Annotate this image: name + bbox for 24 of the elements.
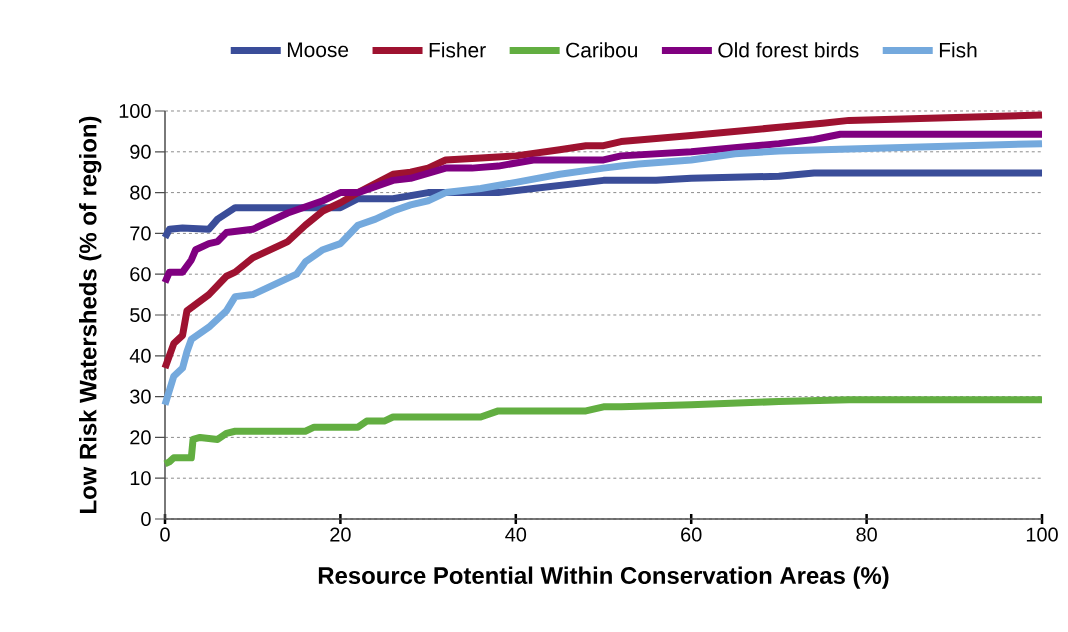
y-tick-label: 10 — [130, 471, 151, 486]
x-tick-label: 100 — [1026, 527, 1058, 542]
y-tick-label: 90 — [130, 144, 151, 159]
legend-label: Caribou — [566, 42, 637, 58]
y-tick-label: 70 — [130, 226, 151, 241]
y-tick-label: 40 — [129, 348, 151, 363]
x-tick-label: 60 — [681, 527, 702, 542]
y-axis-title: Low Risk Watersheds (% of region) — [79, 116, 102, 513]
x-tick-label: 0 — [160, 527, 170, 542]
x-tick-label: 20 — [330, 527, 351, 542]
legend-label: Old forest birds — [718, 42, 859, 58]
x-tick-label: 40 — [505, 527, 527, 542]
y-tick-label: 20 — [130, 430, 151, 445]
y-tick-label: 30 — [130, 389, 151, 404]
x-axis-title: Resource Potential Within Conservation Areas (%) — [318, 566, 889, 589]
legend-label: Moose — [287, 42, 349, 58]
y-tick-label: 0 — [141, 511, 151, 527]
legend-label: Fisher — [429, 42, 486, 58]
x-tick-label: 80 — [856, 527, 877, 542]
y-tick-label: 50 — [130, 307, 151, 323]
y-tick-label: 100 — [119, 103, 151, 119]
y-tick-label: 80 — [130, 185, 151, 200]
legend-label: Fish — [939, 42, 977, 58]
y-tick-label: 60 — [130, 267, 151, 282]
